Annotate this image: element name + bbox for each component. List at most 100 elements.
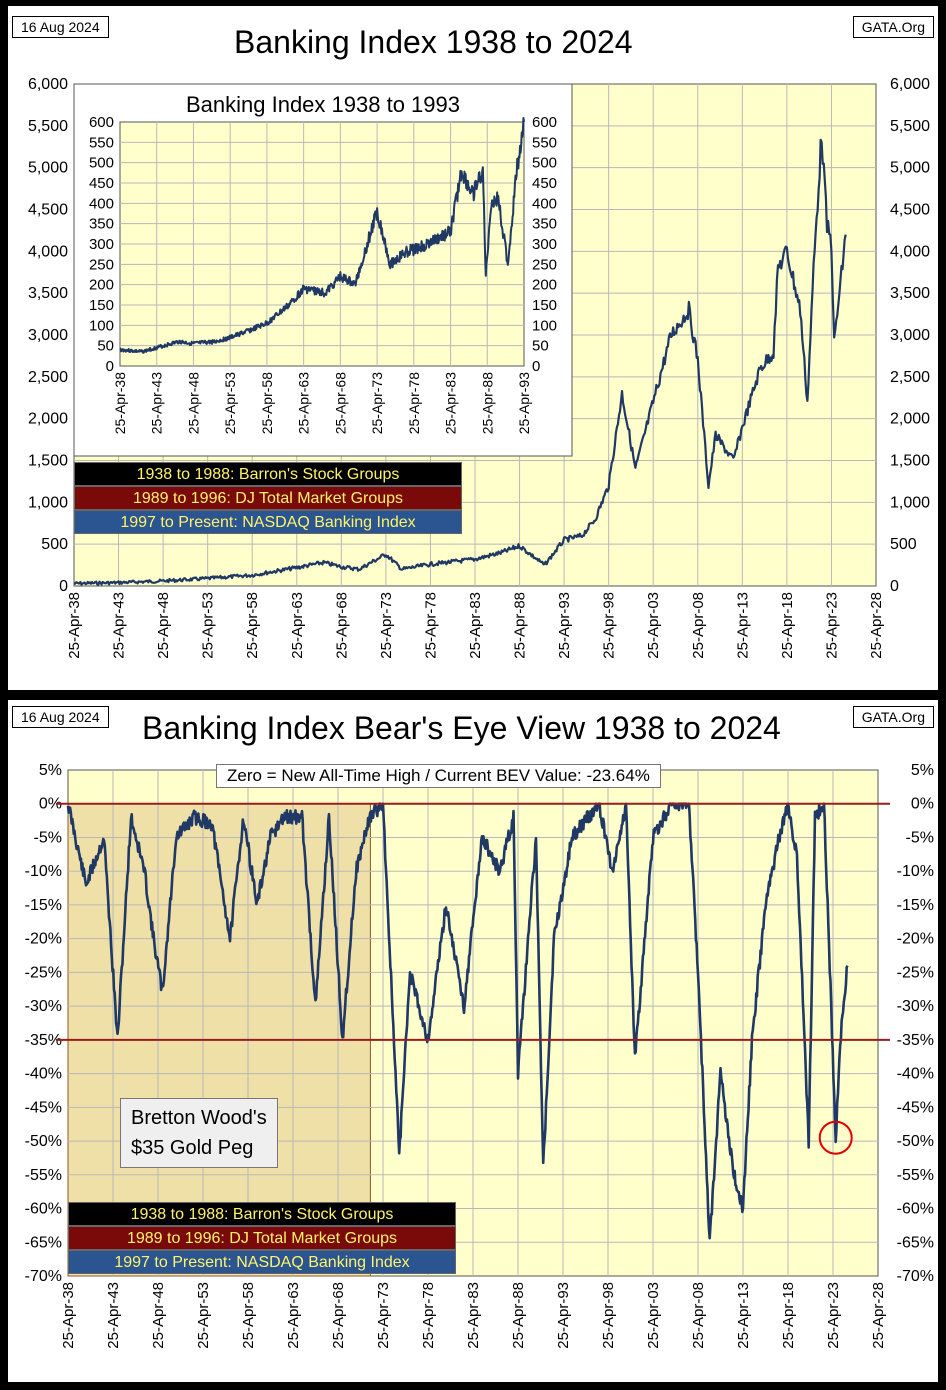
x-tick-label: 25-Apr-43	[105, 1282, 122, 1349]
x-tick-label: 25-Apr-73	[375, 1282, 392, 1349]
bottom-chart-panel: 25-Apr-38 25-Apr-43 25-Apr-48 25-Apr-53 25-A…	[8, 700, 938, 1382]
legend-barrons: 1938 to 1988: Barron's Stock Groups	[68, 1202, 456, 1226]
y-tick-label-left: 0	[59, 578, 68, 595]
y-tick-label-left: -35%	[25, 1032, 62, 1049]
x-tick-label: 25-Apr-58	[259, 372, 275, 434]
y-tick-label-right: -70%	[897, 1268, 934, 1285]
x-tick-label: 25-Apr-08	[690, 1282, 707, 1349]
y-tick-label-right: 4,000	[890, 243, 930, 260]
y-tick-label-right: 100	[532, 317, 557, 334]
y-tick-label-left: 150	[89, 297, 114, 314]
bev-current-value-note: Zero = New All-Time High / Current BEV V…	[216, 764, 661, 788]
y-tick-label-left: 2,500	[28, 369, 68, 386]
y-tick-label-right: 500	[890, 536, 917, 553]
y-tick-label-right: 400	[532, 195, 557, 212]
top-date-label: 16 Aug 2024	[12, 16, 109, 38]
inset-chart-title: Banking Index 1938 to 1993	[186, 92, 460, 117]
y-tick-label-right: 350	[532, 216, 557, 233]
y-tick-label-right: -65%	[897, 1234, 934, 1251]
y-tick-label-left: 250	[89, 256, 114, 273]
x-tick-label: 25-Apr-83	[443, 372, 459, 434]
x-tick-label: 25-Apr-93	[555, 1282, 572, 1349]
y-tick-label-left: 1,500	[28, 453, 68, 470]
y-tick-label-right: 3,000	[890, 327, 930, 344]
y-tick-label-left: 500	[41, 536, 68, 553]
y-tick-label-left: 450	[89, 175, 114, 192]
y-tick-label-right: -50%	[897, 1133, 934, 1150]
top-chart-panel: 25-Apr-38 25-Apr-43 25-Apr-48 25-Apr-53 25-A…	[8, 6, 938, 690]
x-tick-label: 25-Apr-48	[185, 372, 201, 434]
x-tick-label: 25-Apr-03	[645, 592, 662, 659]
y-tick-label-left: -30%	[25, 998, 62, 1015]
x-tick-label: 25-Apr-38	[112, 372, 128, 434]
x-tick-label: 25-Apr-28	[870, 1282, 887, 1349]
x-tick-label: 25-Apr-48	[150, 1282, 167, 1349]
y-tick-label-left: 50	[97, 338, 114, 355]
y-tick-label-right: 450	[532, 175, 557, 192]
bretton-line-2: $35 Gold Peg	[131, 1137, 254, 1159]
x-tick-label: 25-Apr-38	[60, 1282, 77, 1349]
y-tick-label-left: 0	[106, 358, 114, 375]
bottom-legend: 1938 to 1988: Barron's Stock Groups 1989…	[68, 1202, 456, 1274]
x-tick-label: 25-Apr-43	[149, 372, 165, 434]
bretton-line-1: Bretton Wood's	[131, 1107, 267, 1129]
y-tick-label-left: 4,000	[28, 243, 68, 260]
y-tick-label-left: -70%	[25, 1268, 62, 1285]
x-tick-label: 25-Apr-13	[735, 1282, 752, 1349]
y-tick-label-right: 0	[890, 578, 899, 595]
y-tick-label-left: 600	[89, 114, 114, 131]
y-tick-label-right: -20%	[897, 931, 934, 948]
y-tick-label-left: 500	[89, 155, 114, 172]
x-tick-label: 25-Apr-68	[330, 1282, 347, 1349]
y-tick-label-right: 6,000	[890, 76, 930, 93]
x-tick-label: 25-Apr-88	[512, 592, 529, 659]
y-tick-label-right: 2,000	[890, 411, 930, 428]
y-tick-label-right: 500	[532, 155, 557, 172]
x-tick-label: 25-Apr-18	[779, 592, 796, 659]
x-tick-label: 25-Apr-78	[406, 372, 422, 434]
x-tick-label: 25-Apr-88	[510, 1282, 527, 1349]
y-tick-label-right: 1,500	[890, 453, 930, 470]
y-tick-label-left: 4,500	[28, 202, 68, 219]
legend-dj: 1989 to 1996: DJ Total Market Groups	[74, 486, 462, 510]
y-tick-label-left: -50%	[25, 1133, 62, 1150]
y-tick-label-left: 5,500	[28, 118, 68, 135]
y-tick-label-right: 50	[532, 338, 549, 355]
bev-chart-title: Banking Index Bear's Eye View 1938 to 20…	[142, 710, 781, 746]
y-tick-label-left: -60%	[25, 1201, 62, 1218]
y-tick-label-left: -45%	[25, 1099, 62, 1116]
x-tick-label: 25-Apr-63	[289, 592, 306, 659]
x-tick-label: 25-Apr-73	[369, 372, 385, 434]
y-tick-label-right: 2,500	[890, 369, 930, 386]
legend-nasdaq: 1997 to Present: NASDAQ Banking Index	[68, 1250, 456, 1274]
x-tick-label: 25-Apr-38	[66, 592, 83, 659]
y-tick-label-left: 350	[89, 216, 114, 233]
x-tick-label: 25-Apr-78	[420, 1282, 437, 1349]
y-tick-label-right: 1,000	[890, 494, 930, 511]
top-chart-title: Banking Index 1938 to 2024	[234, 24, 633, 60]
x-tick-label: 25-Apr-08	[690, 592, 707, 659]
y-tick-label-right: 300	[532, 236, 557, 253]
x-tick-label: 25-Apr-53	[200, 592, 217, 659]
y-tick-label-right: -40%	[897, 1066, 934, 1083]
y-tick-label-right: 0	[532, 358, 540, 375]
y-tick-label-left: 5,000	[28, 160, 68, 177]
y-tick-label-right: -45%	[897, 1099, 934, 1116]
x-tick-label: 25-Apr-78	[422, 592, 439, 659]
y-tick-label-left: -5%	[34, 829, 62, 846]
y-tick-label-left: -20%	[25, 931, 62, 948]
x-tick-label: 25-Apr-98	[601, 592, 618, 659]
y-tick-label-right: 5%	[911, 762, 934, 779]
y-tick-label-left: -10%	[25, 863, 62, 880]
y-tick-label-left: 400	[89, 195, 114, 212]
y-tick-label-left: 200	[89, 277, 114, 294]
x-tick-label: 25-Apr-13	[734, 592, 751, 659]
x-tick-label: 25-Apr-98	[600, 1282, 617, 1349]
y-tick-label-right: -60%	[897, 1201, 934, 1218]
legend-dj: 1989 to 1996: DJ Total Market Groups	[68, 1226, 456, 1250]
y-tick-label-right: 600	[532, 114, 557, 131]
legend-nasdaq: 1997 to Present: NASDAQ Banking Index	[74, 510, 462, 534]
y-tick-label-left: 5%	[39, 762, 62, 779]
legend-barrons: 1938 to 1988: Barron's Stock Groups	[74, 462, 462, 486]
x-tick-label: 25-Apr-83	[465, 1282, 482, 1349]
